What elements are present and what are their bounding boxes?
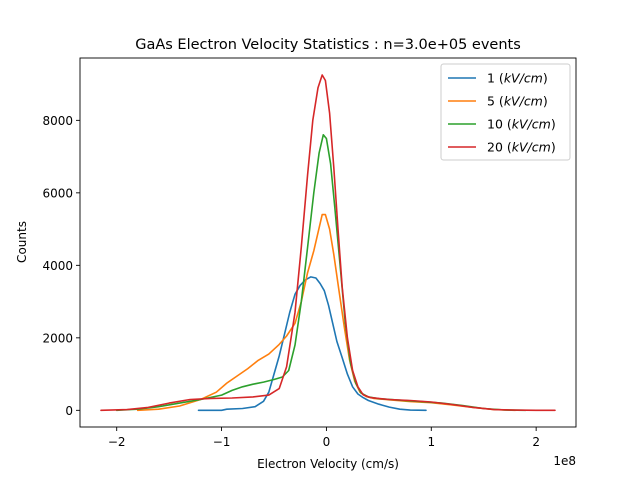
x-tick-label: 2 (532, 435, 540, 449)
y-axis-label: Counts (15, 221, 29, 263)
legend-label-2: 5 (kV/cm) (487, 94, 548, 109)
y-axis-ticks: 0 2000 4000 6000 8000 (42, 114, 80, 418)
x-axis-ticks: −2 −1 0 1 2 (108, 427, 540, 449)
legend-label-4: 20 (kV/cm) (487, 140, 556, 155)
legend-box (440, 63, 571, 161)
series-lines (100, 74, 556, 412)
series-line-1 (197, 276, 427, 412)
x-axis-offset-label: 1e8 (553, 454, 576, 468)
y-tick-label: 6000 (42, 186, 73, 200)
legend: 1 (kV/cm) 5 (kV/cm) 10 (kV/cm) 20 (kV/cm) (440, 63, 571, 161)
y-tick-label: 8000 (42, 114, 73, 128)
y-tick-label: 2000 (42, 331, 73, 345)
series-line-4 (100, 74, 556, 412)
legend-label-3: 10 (kV/cm) (487, 117, 556, 132)
x-tick-label: −2 (108, 435, 126, 449)
plot-frame (79, 57, 577, 428)
y-tick-label: 0 (65, 404, 73, 418)
legend-label-1: 1 (kV/cm) (487, 71, 548, 86)
x-axis-label: Electron Velocity (cm/s) (257, 457, 399, 471)
x-tick-label: 0 (323, 435, 331, 449)
y-tick-label: 4000 (42, 259, 73, 273)
x-tick-label: −1 (213, 435, 231, 449)
x-tick-label: 1 (427, 435, 435, 449)
chart-title: GaAs Electron Velocity Statistics : n=3.… (135, 37, 521, 53)
